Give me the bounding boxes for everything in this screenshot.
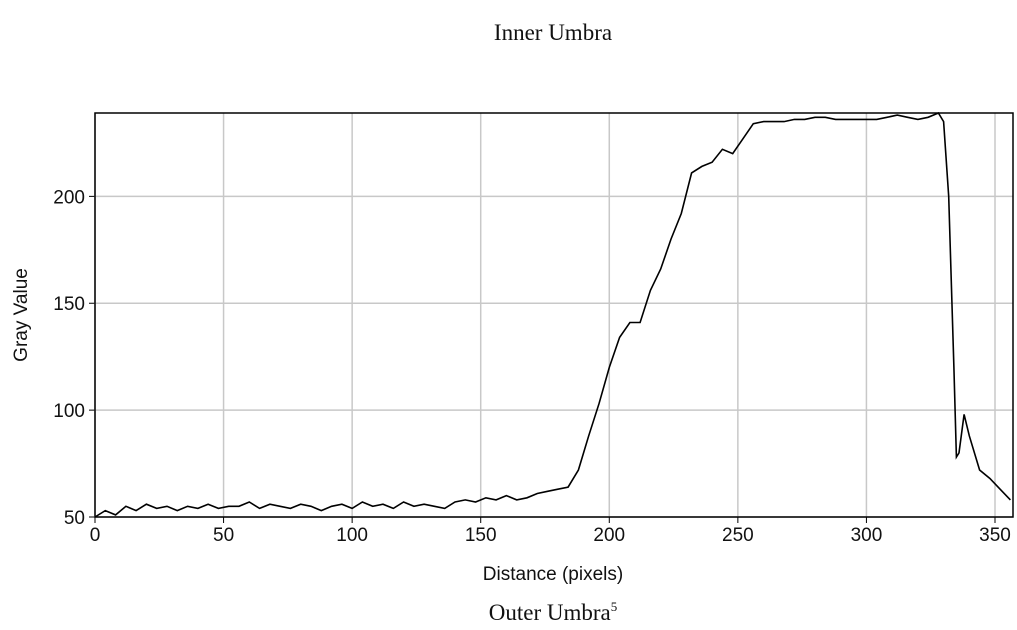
caption-text: Outer Umbra — [489, 600, 611, 625]
y-tick-label: 100 — [53, 401, 85, 422]
y-axis-label: Gray Value — [11, 268, 32, 362]
y-tick-label: 150 — [53, 294, 85, 315]
x-tick-label: 0 — [90, 525, 101, 546]
plot-frame — [94, 112, 1014, 518]
x-tick-label: 100 — [336, 525, 368, 546]
x-axis-label: Distance (pixels) — [483, 564, 623, 585]
data-line — [94, 111, 1011, 518]
x-tick-label: 200 — [593, 525, 625, 546]
y-tick-label: 50 — [64, 508, 85, 529]
x-tick-label: 250 — [722, 525, 754, 546]
x-tick-label: 150 — [465, 525, 497, 546]
x-tick-label: 350 — [979, 525, 1011, 546]
x-tick-label: 50 — [213, 525, 234, 546]
caption: Outer Umbra5 — [489, 599, 618, 625]
x-tick-label: 300 — [851, 525, 883, 546]
chart-title: Inner Umbra — [494, 20, 612, 45]
caption-superscript: 5 — [611, 599, 618, 614]
y-tick-label: 200 — [53, 187, 85, 208]
